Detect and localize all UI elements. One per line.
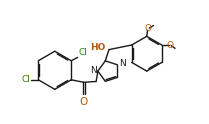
Text: O: O: [145, 24, 152, 33]
Text: O: O: [80, 97, 88, 107]
Text: Cl: Cl: [78, 48, 87, 57]
Text: Cl: Cl: [22, 75, 31, 84]
Text: N: N: [119, 59, 125, 68]
Text: N: N: [90, 66, 97, 75]
Text: HO: HO: [91, 43, 106, 52]
Text: O: O: [167, 41, 174, 49]
